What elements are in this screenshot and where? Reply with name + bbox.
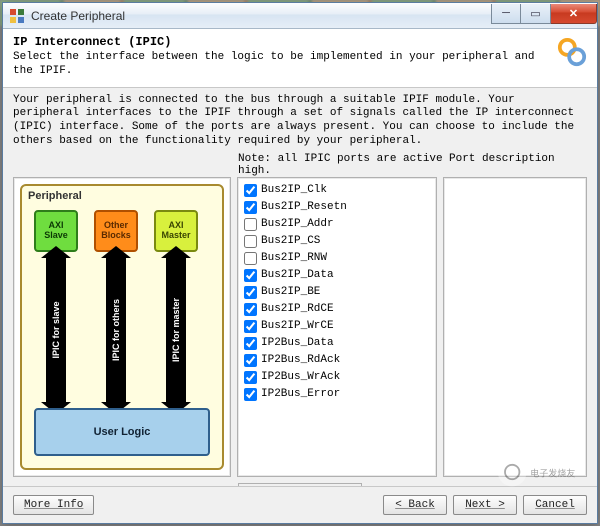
port-row[interactable]: Bus2IP_Data xyxy=(242,267,432,284)
port-label: Bus2IP_WrCE xyxy=(261,320,334,332)
port-row[interactable]: Bus2IP_Addr xyxy=(242,216,432,233)
port-row[interactable]: Bus2IP_BE xyxy=(242,284,432,301)
port-checkbox[interactable] xyxy=(244,269,257,282)
diagram-arrow-slave: IPIC for slave xyxy=(46,256,66,404)
header-title: IP Interconnect (IPIC) xyxy=(13,35,549,49)
header-icon xyxy=(557,37,587,67)
note-label: Note: all IPIC ports are active high. xyxy=(238,153,443,177)
port-row[interactable]: Bus2IP_Clk xyxy=(242,182,432,199)
port-row[interactable]: Bus2IP_RdCE xyxy=(242,301,432,318)
port-checkbox[interactable] xyxy=(244,337,257,350)
port-row[interactable]: Bus2IP_RNW xyxy=(242,250,432,267)
close-button[interactable]: ✕ xyxy=(551,4,597,24)
minimize-button[interactable]: ─ xyxy=(491,4,521,24)
port-label: IP2Bus_WrAck xyxy=(261,371,340,383)
port-label: IP2Bus_RdAck xyxy=(261,354,340,366)
port-checkbox[interactable] xyxy=(244,388,257,401)
port-checkbox[interactable] xyxy=(244,320,257,333)
window-buttons: ─ ▭ ✕ xyxy=(491,4,597,24)
diagram-peripheral-label: Peripheral xyxy=(28,190,82,202)
ports-list-panel[interactable]: Bus2IP_Clk Bus2IP_Resetn Bus2IP_Addr Bus2IP… xyxy=(237,177,437,477)
app-icon xyxy=(9,8,25,24)
port-checkbox[interactable] xyxy=(244,218,257,231)
port-label: Bus2IP_CS xyxy=(261,235,320,247)
next-button[interactable]: Next xyxy=(453,495,517,515)
port-checkbox[interactable] xyxy=(244,371,257,384)
port-checkbox[interactable] xyxy=(244,201,257,214)
port-description-panel xyxy=(443,177,587,477)
diagram-arrow-master-label: IPIC for master xyxy=(171,297,181,361)
port-checkbox[interactable] xyxy=(244,184,257,197)
port-row[interactable]: IP2Bus_Error xyxy=(242,386,432,403)
port-checkbox[interactable] xyxy=(244,286,257,299)
port-checkbox[interactable] xyxy=(244,303,257,316)
peripheral-diagram: Peripheral AXI Slave Other Blocks AXI Ma… xyxy=(20,184,224,470)
description-text: Your peripheral is connected to the bus … xyxy=(13,94,587,149)
more-info-button[interactable]: More Info xyxy=(13,495,94,515)
wizard-body: Your peripheral is connected to the bus … xyxy=(3,88,597,487)
diagram-arrow-master: IPIC for master xyxy=(166,256,186,404)
port-checkbox[interactable] xyxy=(244,252,257,265)
port-label: Bus2IP_Addr xyxy=(261,218,334,230)
port-label: Bus2IP_Data xyxy=(261,269,334,281)
diagram-user-logic-block: User Logic xyxy=(34,408,210,456)
cancel-button[interactable]: Cancel xyxy=(523,495,587,515)
header-subtitle: Select the interface between the logic t… xyxy=(13,51,549,79)
port-row[interactable]: IP2Bus_Data xyxy=(242,335,432,352)
port-label: IP2Bus_Data xyxy=(261,337,334,349)
diagram-arrow-slave-label: IPIC for slave xyxy=(51,301,61,358)
port-label: Bus2IP_Resetn xyxy=(261,201,347,213)
back-button[interactable]: Back xyxy=(383,495,447,515)
port-label: Bus2IP_RNW xyxy=(261,252,327,264)
port-row[interactable]: Bus2IP_Resetn xyxy=(242,199,432,216)
port-checkbox[interactable] xyxy=(244,235,257,248)
port-label: IP2Bus_Error xyxy=(261,388,340,400)
port-row[interactable]: IP2Bus_WrAck xyxy=(242,369,432,386)
window-title: Create Peripheral xyxy=(31,9,491,23)
dialog-window: Create Peripheral ─ ▭ ✕ IP Interconnect … xyxy=(2,2,598,524)
titlebar[interactable]: Create Peripheral ─ ▭ ✕ xyxy=(3,3,597,29)
port-row[interactable]: Bus2IP_CS xyxy=(242,233,432,250)
port-label: Bus2IP_BE xyxy=(261,286,320,298)
port-checkbox[interactable] xyxy=(244,354,257,367)
port-label: Bus2IP_RdCE xyxy=(261,303,334,315)
port-row[interactable]: Bus2IP_WrCE xyxy=(242,318,432,335)
port-label: Bus2IP_Clk xyxy=(261,184,327,196)
wizard-header: IP Interconnect (IPIC) Select the interf… xyxy=(3,29,597,88)
port-description-label: Port description xyxy=(443,153,587,177)
wizard-footer: More Info Back Next Cancel xyxy=(3,486,597,523)
diagram-panel: Peripheral AXI Slave Other Blocks AXI Ma… xyxy=(13,177,231,477)
diagram-arrow-other: IPIC for others xyxy=(106,256,126,404)
diagram-arrow-other-label: IPIC for others xyxy=(111,298,121,360)
port-row[interactable]: IP2Bus_RdAck xyxy=(242,352,432,369)
maximize-button[interactable]: ▭ xyxy=(521,4,551,24)
